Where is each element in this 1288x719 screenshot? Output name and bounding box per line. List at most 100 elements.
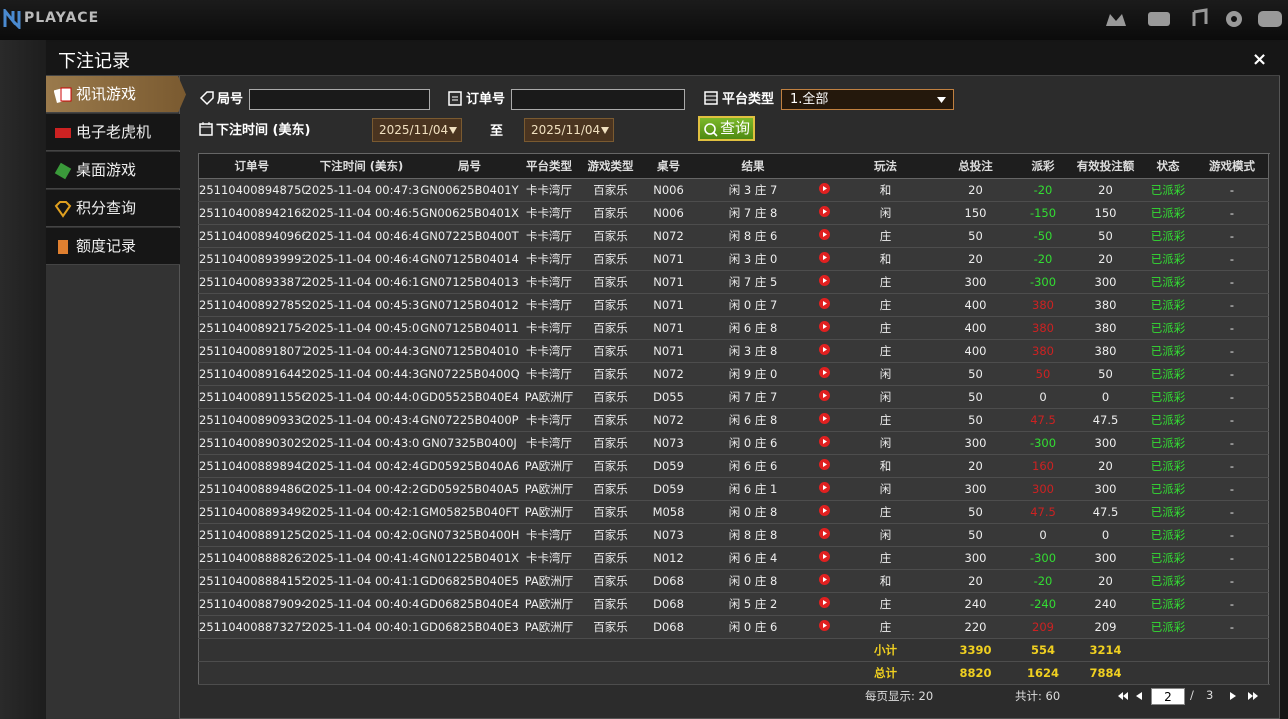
play-icon[interactable] [818, 528, 830, 539]
play-icon[interactable] [818, 229, 830, 240]
play-icon[interactable] [818, 321, 830, 332]
cell: - [1195, 270, 1269, 294]
cell: 已派彩 [1140, 569, 1196, 593]
cell: 庄 [835, 339, 936, 363]
filter-label: 平台类型 [722, 92, 775, 107]
cell: 已派彩 [1140, 408, 1196, 432]
cell: 闲 3 庄 8 [693, 339, 813, 363]
play-icon[interactable] [818, 206, 830, 217]
cell: 卡卡湾厅 [520, 362, 578, 386]
menu-item[interactable]: 额度记录 [46, 228, 180, 265]
play-icon-cell [812, 592, 836, 616]
empty-cell [418, 661, 521, 685]
header-row: 订单号 下注时间 (美东) 局号 平台类型 游戏类型 桌号 结果 玩法 总投注 派彩 有效投注额 状态… [198, 153, 1269, 179]
cell: PA欧洲厅 [520, 569, 578, 593]
play-icon[interactable] [818, 275, 830, 286]
cell: - [1195, 408, 1269, 432]
cell: 卡卡湾厅 [520, 201, 578, 225]
cell: 卡卡湾厅 [520, 247, 578, 271]
cell: 300 [1070, 546, 1141, 570]
page-separator: / [1190, 688, 1194, 702]
play-icon[interactable] [818, 482, 830, 493]
bet-row: 251104008916445 2025-11-04 00:44:31 GN0722… [198, 362, 1269, 386]
platform-select[interactable]: 1.全部 [781, 89, 954, 110]
empty-cell [643, 661, 694, 685]
play-icon-cell [812, 615, 836, 639]
empty-cell [693, 661, 813, 685]
play-icon[interactable] [818, 183, 830, 194]
menu-item[interactable]: 桌面游戏 [46, 152, 180, 189]
cell: 闲 [835, 201, 936, 225]
round-input[interactable] [249, 89, 430, 110]
empty-cell [1140, 638, 1196, 662]
top-icons[interactable] [1100, 6, 1285, 34]
play-icon[interactable] [818, 551, 830, 562]
logo-icon [3, 9, 21, 29]
play-icon[interactable] [818, 597, 830, 608]
play-icon[interactable] [818, 390, 830, 401]
first-prev-buttons[interactable] [1118, 690, 1148, 702]
cell: 2025-11-04 00:42:12 [304, 500, 419, 524]
cell: 50 [935, 500, 1016, 524]
icon [55, 128, 71, 138]
cell: GN00625B0401X [418, 201, 521, 225]
play-icon-cell [812, 339, 836, 363]
play-icon[interactable] [818, 252, 830, 263]
close-button[interactable]: × [1252, 49, 1268, 70]
page-input[interactable]: 2 [1151, 688, 1185, 705]
column-header-icon [812, 153, 836, 179]
play-icon[interactable] [818, 344, 830, 355]
play-icon[interactable] [818, 298, 830, 309]
cell: 闲 0 庄 6 [693, 431, 813, 455]
menu-item[interactable]: 电子老虎机 [46, 114, 180, 151]
order-input[interactable] [511, 89, 685, 110]
cell: 百家乐 [577, 454, 644, 478]
next-last-buttons[interactable] [1228, 690, 1262, 702]
filter-label: 至 [490, 124, 504, 139]
bet-row: 251104008898940 2025-11-04 00:42:45 GD0592… [198, 454, 1269, 478]
cell: GN07225B0400Q [418, 362, 521, 386]
play-icon[interactable] [818, 574, 830, 585]
cell: 209 [1015, 615, 1071, 639]
play-icon-cell [812, 270, 836, 294]
cell: 已派彩 [1140, 431, 1196, 455]
play-icon-cell [812, 362, 836, 386]
date-start[interactable]: 2025/11/04 [372, 118, 462, 142]
empty-cell [198, 661, 305, 685]
cell: 卡卡湾厅 [520, 431, 578, 455]
play-icon[interactable] [818, 459, 830, 470]
play-icon[interactable] [818, 505, 830, 516]
cell: - [1195, 293, 1269, 317]
cell: PA欧洲厅 [520, 592, 578, 616]
filter-label: 下注时间 (美东) [216, 123, 311, 138]
play-icon[interactable] [818, 413, 830, 424]
play-icon[interactable] [818, 620, 830, 631]
query-button[interactable]: 查询 [698, 116, 755, 141]
cell: 251104008894860 [198, 477, 305, 501]
cell: GN07225B0400T [418, 224, 521, 248]
menu-item[interactable]: 积分查询 [46, 190, 180, 227]
cell: GN07225B0400P [418, 408, 521, 432]
cell: -300 [1015, 431, 1071, 455]
play-icon[interactable] [818, 367, 830, 378]
cell: GD06825B040E4 [418, 592, 521, 616]
cell: 已派彩 [1140, 339, 1196, 363]
cell: D068 [643, 615, 694, 639]
column-header: 平台类型 [520, 153, 578, 179]
cell: 和 [835, 569, 936, 593]
cell: 闲 8 庄 8 [693, 523, 813, 547]
cell: 卡卡湾厅 [520, 316, 578, 340]
cell: 160 [1015, 454, 1071, 478]
cell: 已派彩 [1140, 477, 1196, 501]
menu-item[interactable]: 视讯游戏 [46, 76, 186, 113]
column-header: 结果 [693, 153, 813, 179]
cell: N072 [643, 408, 694, 432]
play-icon-cell [812, 500, 836, 524]
cell: D059 [643, 454, 694, 478]
cell: 百家乐 [577, 362, 644, 386]
cell: D068 [643, 592, 694, 616]
date-end[interactable]: 2025/11/04 [524, 118, 614, 142]
cell: 庄 [835, 546, 936, 570]
cell: 0 [1070, 385, 1141, 409]
play-icon[interactable] [818, 436, 830, 447]
